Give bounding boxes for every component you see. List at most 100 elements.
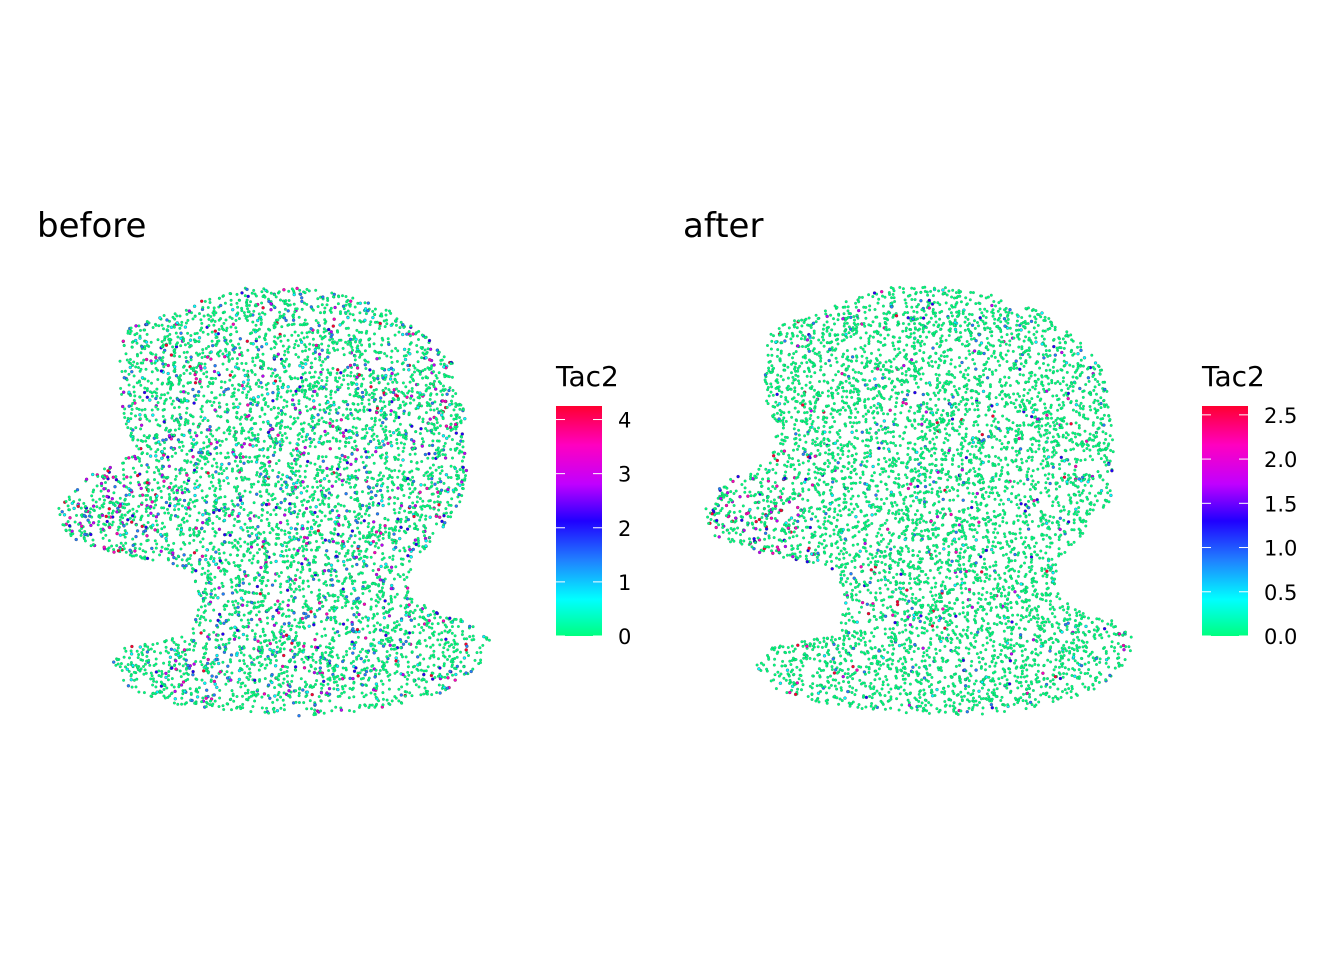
scatter-point	[344, 441, 348, 445]
scatter-point	[294, 668, 298, 672]
scatter-point	[401, 672, 405, 677]
scatter-point	[361, 377, 365, 381]
scatter-point	[120, 370, 124, 373]
scatter-point	[418, 631, 422, 635]
scatter-point	[380, 499, 384, 503]
scatter-point	[313, 667, 317, 671]
scatter-point	[378, 628, 383, 632]
scatter-point	[373, 533, 377, 537]
scatter-point	[313, 615, 317, 619]
scatter-point	[211, 527, 215, 531]
scatter-point	[371, 503, 375, 507]
scatter-point	[220, 380, 223, 384]
scatter-point	[255, 613, 258, 617]
scatter-point	[390, 349, 394, 353]
scatter-point	[431, 671, 435, 675]
scatter-point	[201, 419, 205, 422]
scatter-point	[230, 689, 234, 693]
scatter-point	[312, 375, 316, 379]
scatter-point	[296, 334, 300, 337]
scatter-point	[122, 655, 126, 659]
scatter-point	[87, 520, 91, 524]
scatter-point	[111, 475, 115, 479]
scatter-point	[144, 322, 149, 326]
scatter-point	[288, 502, 292, 506]
scatter-point	[104, 481, 107, 484]
scatter-point	[285, 588, 290, 592]
scatter-point	[184, 512, 188, 516]
scatter-point	[303, 358, 307, 362]
scatter-point	[369, 691, 373, 695]
scatter-point	[301, 688, 305, 692]
scatter-point	[329, 531, 333, 534]
scatter-point	[427, 452, 431, 456]
scatter-point	[239, 456, 243, 459]
scatter-point	[276, 415, 279, 419]
scatter-point	[180, 440, 184, 444]
scatter-point	[429, 654, 433, 658]
scatter-point	[151, 643, 155, 646]
scatter-point	[139, 427, 143, 431]
scatter-point	[370, 496, 374, 500]
scatter-point	[402, 354, 406, 358]
scatter-point	[428, 347, 433, 351]
scatter-point	[123, 407, 127, 411]
scatter-point	[164, 397, 168, 401]
scatter-point	[151, 413, 155, 417]
scatter-point	[426, 470, 429, 474]
scatter-point	[428, 444, 431, 447]
scatter-point	[282, 647, 286, 651]
scatter-point	[185, 312, 189, 316]
scatter-point	[337, 406, 341, 410]
scatter-point	[458, 416, 461, 419]
scatter-point	[180, 320, 184, 324]
scatter-point	[107, 515, 111, 519]
scatter-point	[423, 638, 427, 642]
scatter-point	[411, 611, 415, 615]
scatter-point	[66, 504, 70, 508]
scatter-point	[167, 492, 171, 496]
scatter-point	[353, 408, 357, 412]
scatter-point	[121, 468, 125, 472]
scatter-point	[438, 615, 442, 619]
scatter-point	[274, 437, 278, 441]
scatter-point	[405, 527, 410, 531]
scatter-point	[222, 708, 226, 711]
scatter-point	[348, 393, 352, 397]
scatter-point	[352, 646, 356, 650]
scatter-point	[423, 367, 427, 371]
scatter-point	[123, 513, 127, 517]
scatter-point	[430, 481, 434, 484]
scatter-point	[379, 456, 383, 460]
scatter-point	[240, 603, 245, 607]
scatter-point	[291, 655, 296, 659]
scatter-point	[179, 390, 183, 394]
scatter-point	[245, 393, 249, 397]
scatter-point	[183, 506, 188, 510]
scatter-point	[443, 629, 447, 633]
scatter-point	[228, 378, 232, 382]
scatter-point	[391, 431, 396, 435]
scatter-point	[122, 411, 126, 415]
scatter-point	[297, 691, 301, 695]
scatter-point	[358, 311, 362, 315]
scatter-point	[392, 577, 396, 581]
scatter-point	[440, 638, 443, 642]
scatter-point	[170, 402, 174, 406]
scatter-point	[381, 595, 385, 598]
scatter-point	[251, 320, 255, 324]
scatter-point	[260, 367, 264, 371]
scatter-point	[456, 625, 460, 628]
scatter-point	[318, 666, 322, 670]
scatter-point	[288, 577, 293, 581]
scatter-point	[329, 618, 333, 622]
scatter-point	[180, 696, 184, 700]
scatter-point	[61, 523, 65, 527]
legend-title-before: Tac2	[556, 360, 619, 393]
scatter-point	[269, 347, 273, 351]
scatter-point	[333, 305, 337, 310]
scatter-point	[350, 606, 354, 610]
scatter-point	[373, 675, 377, 679]
scatter-point	[464, 671, 468, 675]
scatter-point	[413, 538, 418, 542]
